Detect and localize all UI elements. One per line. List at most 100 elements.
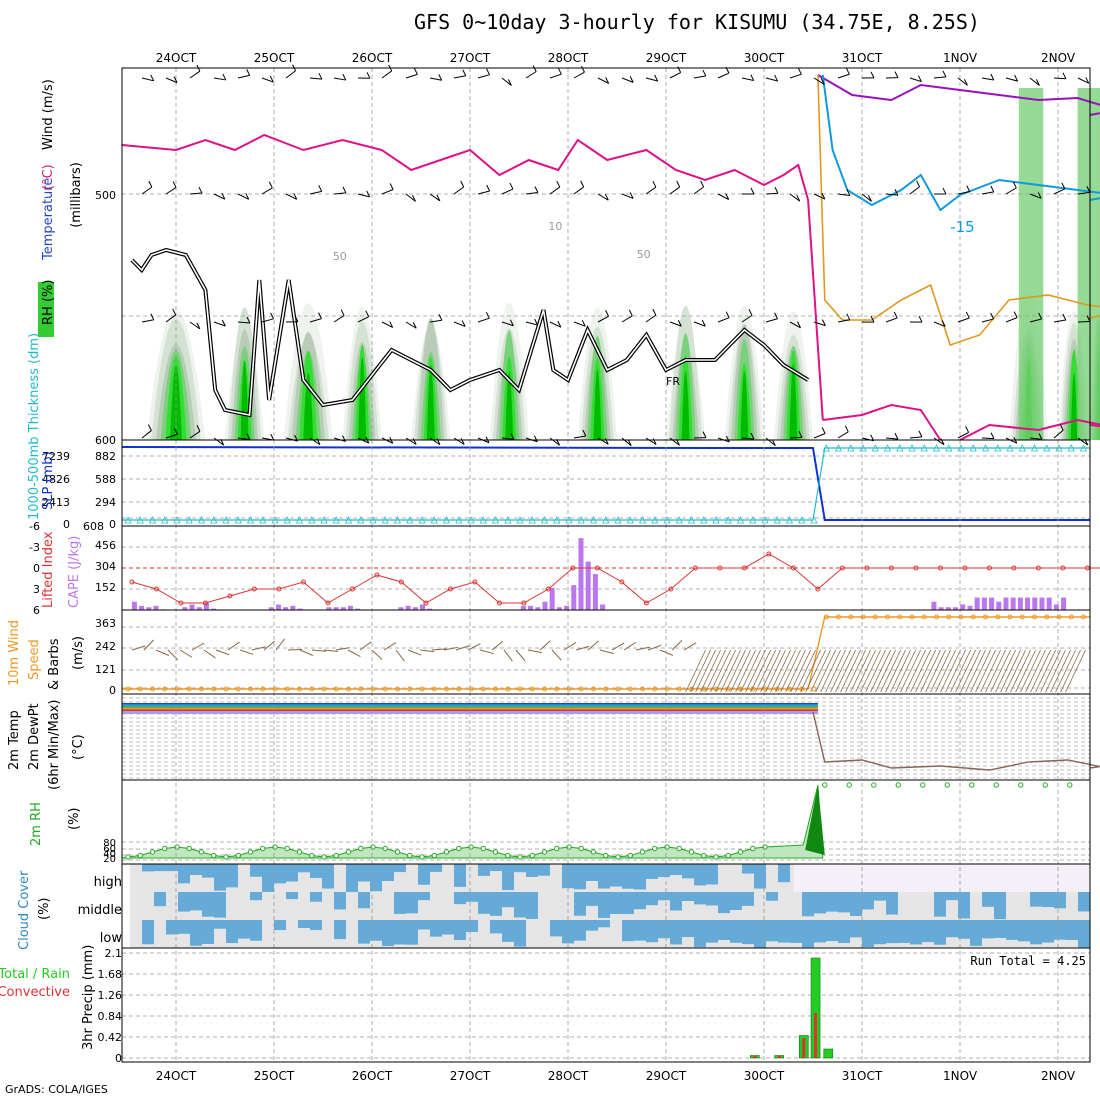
thickness-marker <box>883 444 892 452</box>
wind-speed-marker <box>162 686 168 692</box>
wind-barb-flag <box>628 309 633 317</box>
wind-barb-flag <box>412 322 417 329</box>
wind-barb <box>213 193 226 200</box>
cloud-cell <box>574 892 586 916</box>
cloud-cell <box>886 892 898 915</box>
wind-barb <box>453 437 465 445</box>
cloud-cell <box>994 920 1006 938</box>
date-label-top: 30OCT <box>744 51 785 65</box>
date-label-bottom: 31OCT <box>842 1069 883 1083</box>
li-marker <box>643 600 649 606</box>
wind-barb-dense <box>810 649 831 693</box>
wind-barb <box>573 435 586 439</box>
wind-barb-flag <box>750 432 755 440</box>
thickness-marker <box>528 516 536 524</box>
cloud-cell <box>838 920 850 943</box>
wind-barb <box>381 70 392 79</box>
thickness-marker <box>896 444 904 452</box>
rh-contour-band <box>240 360 249 440</box>
temp-2m-line <box>812 711 1100 771</box>
wind-speed-marker <box>529 686 535 692</box>
wind-barb-flag <box>652 180 657 188</box>
wind-barb <box>501 77 512 86</box>
cloud-cell <box>466 892 478 902</box>
cloud-cell <box>310 864 322 878</box>
pressure-tick-600: 600 <box>95 434 116 447</box>
wind-barb <box>981 318 994 323</box>
cloud-cell <box>778 864 790 883</box>
thickness-marker <box>259 516 267 524</box>
wind-barb <box>381 321 393 328</box>
wind-barb-flag <box>750 187 755 195</box>
wind-barb <box>239 649 254 655</box>
li-marker <box>447 586 453 592</box>
wind-barb-dense <box>1010 649 1031 693</box>
wind-barb <box>311 649 326 652</box>
wind-barb <box>597 315 609 323</box>
cloud-cell <box>622 920 634 942</box>
wind-barb-dense <box>900 649 921 693</box>
wind-barb <box>215 649 230 656</box>
cloud-cell <box>346 864 358 892</box>
rh2m-tick: 40 <box>103 849 116 860</box>
temperature-legend-label: Temperature <box>41 178 56 261</box>
wind-barb-flag <box>894 188 899 196</box>
rh-contour-label: 50 <box>333 250 347 263</box>
cloud-cell <box>694 920 706 948</box>
wind-barb <box>141 77 154 82</box>
cloud-cell <box>598 920 610 928</box>
wind-speed-marker <box>799 686 805 692</box>
wind-barb-dense <box>720 649 741 693</box>
wind-barb-flag <box>893 311 898 319</box>
cloud-cell <box>1042 920 1054 943</box>
cape-bar <box>542 601 548 610</box>
wind-barb <box>381 437 394 444</box>
li-marker <box>129 579 135 585</box>
cloud-cell <box>454 892 466 905</box>
temp-band <box>122 709 818 711</box>
wind-barb-flag <box>845 67 850 75</box>
wind-barb-dense <box>880 649 901 693</box>
thickness-marker <box>663 516 671 524</box>
thickness-marker <box>773 516 781 524</box>
wind-barb <box>813 193 826 200</box>
rh-contour-band <box>505 371 514 440</box>
cape-bar <box>398 607 404 610</box>
wind-barb <box>299 649 314 656</box>
rh2m-marker <box>345 849 352 855</box>
cape-bar <box>1032 597 1038 610</box>
li-tick: -6 <box>29 520 40 533</box>
li-marker <box>619 579 625 585</box>
precip-tick: 1.26 <box>98 989 123 1002</box>
wind-barb <box>453 75 466 79</box>
wind-barb <box>1005 437 1018 444</box>
wind-barb <box>669 186 681 195</box>
thickness-marker <box>430 516 438 524</box>
cape-bar <box>564 605 570 610</box>
cape-bar <box>938 607 944 610</box>
thickness-marker <box>136 516 144 524</box>
cloud-cell <box>586 920 598 931</box>
wind-barb-flag <box>438 313 443 321</box>
wind-speed-marker <box>578 686 584 692</box>
thickness-marker <box>504 516 512 524</box>
cloud-cell <box>142 864 154 872</box>
wind-barb <box>203 649 216 659</box>
cloud-cell <box>646 864 658 879</box>
wind-barb <box>263 640 276 651</box>
wind-barb <box>597 77 609 84</box>
cloud-cell <box>958 892 970 919</box>
wind-barb <box>573 71 585 79</box>
thickness-marker <box>859 444 867 452</box>
rh2m-tick: 60 <box>103 844 116 855</box>
wind-barb <box>1005 187 1017 195</box>
precip-tick: 0.42 <box>98 1031 123 1044</box>
thickness-marker <box>418 516 426 524</box>
wind-barb <box>837 193 850 197</box>
temp2m-label: 2m Temp <box>7 710 22 770</box>
cloud-cell <box>718 892 730 914</box>
wind-barb <box>357 193 370 198</box>
thickness-marker <box>222 516 230 524</box>
rh2m-marker <box>309 852 315 859</box>
